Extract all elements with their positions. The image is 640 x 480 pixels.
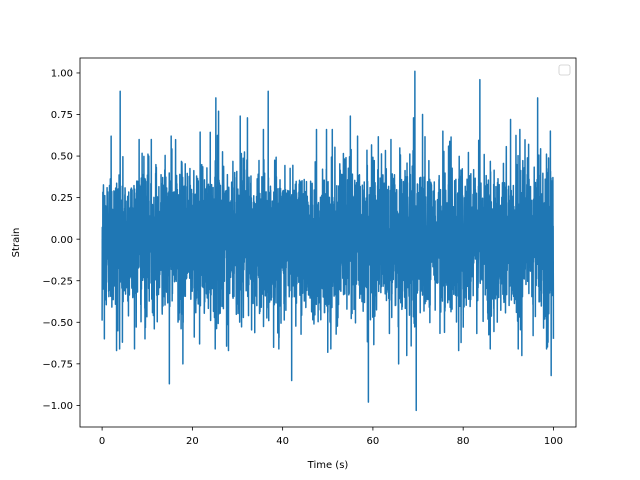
legend-box[interactable]: [558, 64, 571, 76]
series-strain-line: [101, 70, 555, 412]
y-tick-label: 0.25: [51, 193, 73, 204]
y-axis-label: Strain: [11, 228, 22, 258]
x-tick-label: 0: [99, 436, 105, 447]
x-tick-label: 60: [367, 436, 380, 447]
y-tick-label: −1.00: [42, 401, 73, 412]
x-tick-label: 20: [186, 436, 199, 447]
y-tick-label: −0.25: [42, 276, 73, 287]
x-axis: 0 20 40 60 80 100: [99, 427, 563, 447]
y-tick-label: 0.75: [51, 110, 73, 121]
y-tick-label: 1.00: [51, 69, 73, 80]
x-axis-label: Time (s): [307, 460, 349, 471]
x-tick-label: 80: [457, 436, 470, 447]
x-tick-label: 100: [544, 436, 563, 447]
x-tick-label: 40: [276, 436, 289, 447]
y-axis: −1.00 −0.75 −0.50 −0.25 0.00 0.25 0.50 0.75 1.00: [42, 69, 80, 412]
y-tick-label: −0.50: [42, 318, 73, 329]
y-tick-label: 0.50: [51, 152, 73, 163]
y-tick-label: 0.00: [51, 235, 73, 246]
y-tick-label: −0.75: [42, 359, 73, 370]
plot-frame: [79, 57, 577, 428]
